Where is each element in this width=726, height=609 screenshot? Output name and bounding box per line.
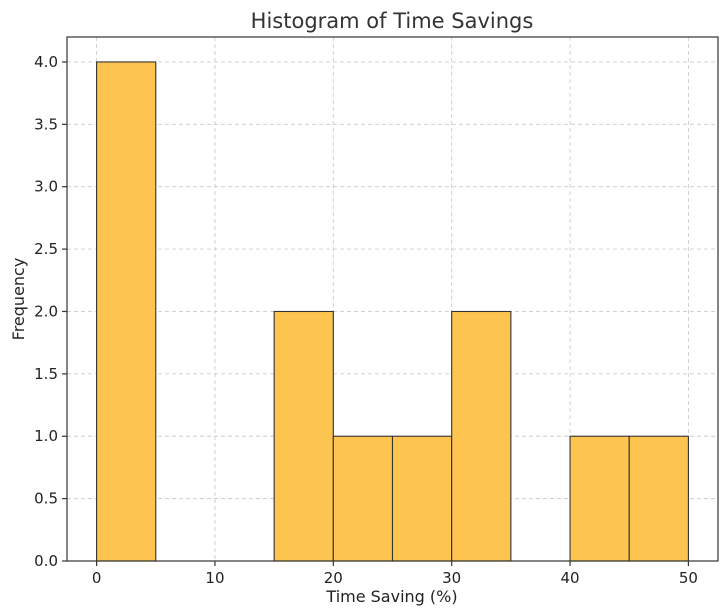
histogram-bar bbox=[391, 435, 453, 562]
histogram-bar bbox=[628, 435, 689, 562]
y-tick-label: 1.0 bbox=[34, 427, 58, 445]
histogram-bar bbox=[332, 435, 394, 562]
y-tick-label: 0.0 bbox=[34, 552, 58, 570]
x-tick-label: 30 bbox=[442, 569, 461, 587]
histogram-bar bbox=[451, 310, 512, 562]
y-tick-label: 2.5 bbox=[34, 240, 58, 258]
y-tick-label: 4.0 bbox=[34, 53, 58, 71]
grid-lines bbox=[67, 37, 718, 562]
axis-ticks: 0 10 20 30 40 50 0.0 0.5 1.0 1.5 2.0 2.5 3.0 3.5 4.0 bbox=[34, 53, 698, 587]
x-tick-label: 50 bbox=[679, 569, 698, 587]
x-axis-label: Time Saving (%) bbox=[325, 587, 457, 606]
y-tick-label: 0.5 bbox=[34, 490, 58, 508]
y-tick-label: 3.0 bbox=[34, 178, 58, 196]
x-tick-label: 0 bbox=[92, 569, 102, 587]
x-tick-label: 20 bbox=[324, 569, 343, 587]
histogram-bar bbox=[569, 435, 630, 562]
histogram-bar bbox=[273, 310, 334, 562]
x-tick-label: 40 bbox=[560, 569, 579, 587]
y-tick-label: 1.5 bbox=[34, 365, 58, 383]
histogram-bar bbox=[96, 61, 157, 562]
x-tick-label: 10 bbox=[205, 569, 224, 587]
histogram-bars bbox=[96, 61, 689, 562]
y-tick-label: 2.0 bbox=[34, 302, 58, 320]
chart-title: Histogram of Time Savings bbox=[251, 9, 534, 33]
y-axis-label: Frequency bbox=[9, 258, 28, 341]
plot-area-frame bbox=[66, 36, 719, 562]
y-tick-label: 3.5 bbox=[34, 115, 58, 133]
